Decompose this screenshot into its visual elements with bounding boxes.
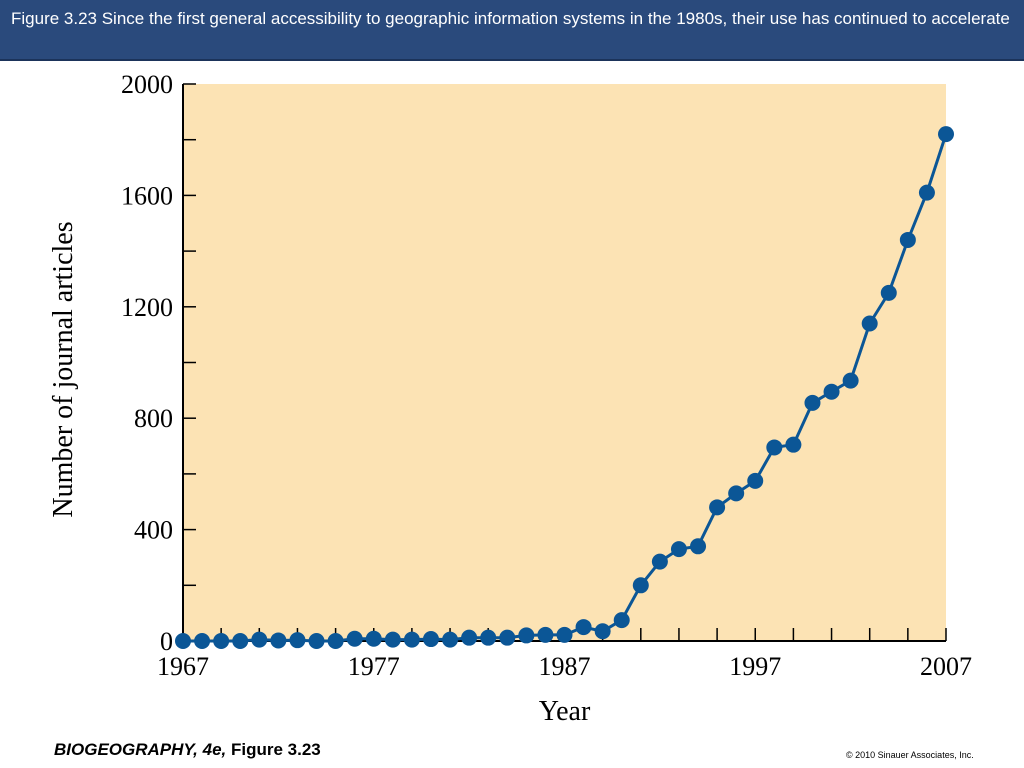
figure-reference: Figure 3.23 xyxy=(231,740,321,759)
data-point xyxy=(213,633,230,649)
y-tick-label: 1600 xyxy=(121,181,173,210)
data-point xyxy=(270,632,287,649)
data-point xyxy=(899,231,916,248)
data-point xyxy=(670,541,687,558)
data-point xyxy=(747,472,764,489)
book-title: BIOGEOGRAPHY, 4e, xyxy=(54,740,227,759)
copyright-notice: © 2010 Sinauer Associates, Inc. xyxy=(846,750,974,760)
data-point xyxy=(728,485,745,502)
data-point xyxy=(594,623,611,640)
y-axis-label: Number of journal articles xyxy=(48,221,79,517)
data-point xyxy=(499,629,516,646)
data-point xyxy=(938,126,954,143)
data-point xyxy=(175,633,191,649)
x-tick-label: 2007 xyxy=(920,652,972,681)
data-point xyxy=(766,439,783,456)
data-point xyxy=(442,631,459,648)
data-point xyxy=(880,284,897,301)
data-point xyxy=(251,631,268,648)
data-point xyxy=(194,633,211,649)
figure-caption: Figure 3.23 Since the first general acce… xyxy=(11,9,1010,28)
data-point xyxy=(232,633,249,649)
data-point xyxy=(918,184,935,201)
x-tick-label: 1997 xyxy=(729,652,781,681)
y-tick-label: 400 xyxy=(134,516,173,545)
data-point xyxy=(785,436,802,453)
caption-bar: Figure 3.23 Since the first general acce… xyxy=(0,0,1024,61)
data-point xyxy=(613,612,630,629)
plot-area xyxy=(183,84,946,641)
data-point xyxy=(690,538,707,555)
data-point xyxy=(842,372,859,389)
y-tick-label: 800 xyxy=(134,404,173,433)
tick-labels: 0 400 800 1200 1600 2000 1967 1977 1987 1997 2007 xyxy=(121,70,972,681)
data-point xyxy=(480,629,497,646)
data-point xyxy=(327,633,344,649)
y-tick-label: 1200 xyxy=(121,293,173,322)
data-point xyxy=(556,626,573,643)
y-tick-label: 0 xyxy=(160,627,173,656)
data-point xyxy=(537,626,554,643)
data-point xyxy=(289,632,306,649)
x-tick-label: 1967 xyxy=(157,652,209,681)
data-point xyxy=(575,619,592,636)
book-reference: BIOGEOGRAPHY, 4e, Figure 3.23 xyxy=(54,740,321,760)
data-point xyxy=(403,631,420,648)
data-point xyxy=(422,631,439,648)
data-point xyxy=(823,383,840,400)
data-point xyxy=(461,629,478,646)
data-point xyxy=(346,630,363,647)
series xyxy=(175,126,954,649)
x-axis-label: Year xyxy=(539,696,591,727)
data-point xyxy=(365,630,382,647)
data-point xyxy=(308,633,325,649)
data-point xyxy=(632,577,649,594)
data-point xyxy=(709,499,726,516)
data-point xyxy=(518,627,535,644)
x-tick-label: 1977 xyxy=(348,652,400,681)
data-point xyxy=(804,394,821,411)
data-point xyxy=(651,553,668,570)
data-point xyxy=(861,315,878,332)
y-tick-label: 2000 xyxy=(121,70,173,99)
x-tick-label: 1987 xyxy=(539,652,591,681)
data-point xyxy=(384,631,401,648)
